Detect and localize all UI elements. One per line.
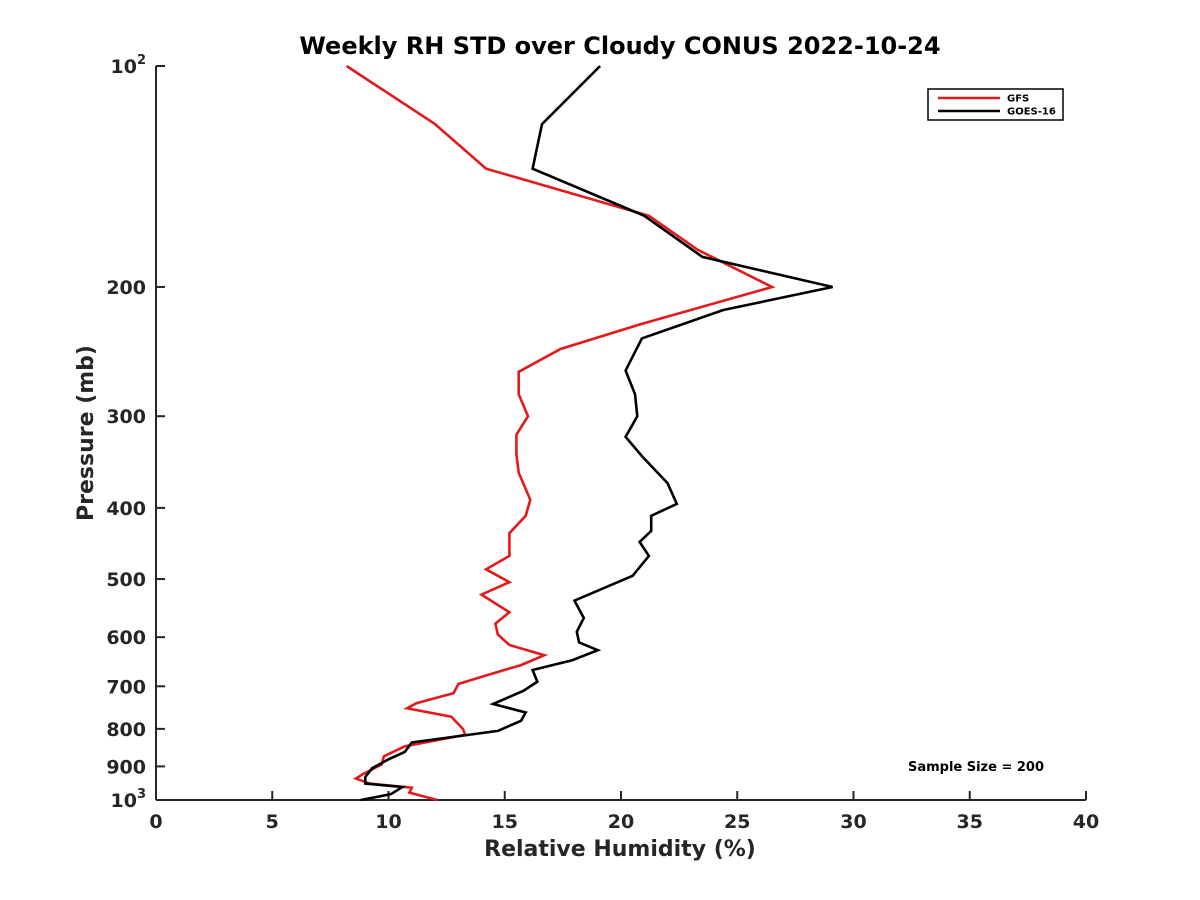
x-tick-label: 10 (375, 811, 401, 833)
y-tick-label: 300 (106, 406, 146, 428)
x-tick-label: 0 (149, 811, 162, 833)
sample-size-annotation: Sample Size = 200 (908, 760, 1044, 775)
series-line-goes-16 (360, 65, 833, 802)
y-tick-label: 200 (106, 277, 146, 299)
y-tick-label: 103 (111, 787, 147, 812)
y-axis-label: Pressure (mb) (74, 345, 99, 521)
y-tick-label: 900 (106, 756, 146, 778)
axes: 0 5 10 15 20 25 30 35 40 102 200 300 400 500 600 700 800… (106, 53, 1099, 833)
x-tick-label: 30 (840, 811, 866, 833)
x-tick-label: 15 (492, 811, 518, 833)
legend-label-gfs: GFS (1007, 94, 1029, 105)
legend-box (927, 88, 1064, 121)
y-tick-label: 700 (106, 676, 146, 698)
x-tick-label: 5 (266, 811, 279, 833)
chart-title: Weekly RH STD over Cloudy CONUS 2022-10-… (299, 32, 940, 60)
y-tick-label: 800 (106, 719, 146, 741)
legend-label-goes-16: GOES-16 (1007, 107, 1056, 118)
x-tick-label: 20 (608, 811, 634, 833)
x-tick-label: 40 (1073, 811, 1099, 833)
series-group (345, 64, 833, 802)
y-tick-label: 600 (106, 627, 146, 649)
x-tick-label: 25 (724, 811, 750, 833)
y-tick-label: 400 (106, 498, 146, 520)
y-tick-label: 102 (111, 53, 147, 78)
series-line-gfs (345, 64, 776, 802)
x-tick-label: 35 (957, 811, 983, 833)
y-tick-label: 500 (106, 569, 146, 591)
legend: GFS GOES-16 (927, 88, 1064, 121)
x-axis-label: Relative Humidity (%) (484, 837, 756, 862)
